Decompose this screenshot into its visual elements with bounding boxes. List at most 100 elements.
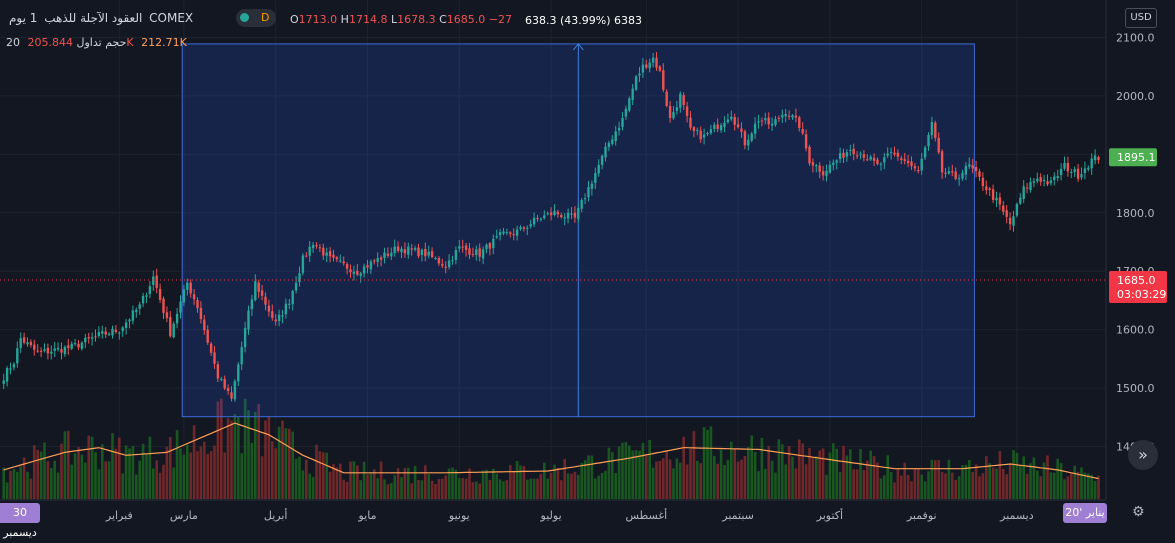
candle-body (604, 146, 607, 158)
candle-body (716, 124, 719, 129)
volume-bar (441, 478, 444, 500)
candle-body (1042, 179, 1046, 181)
volume-bar (1076, 471, 1080, 500)
volume-bar (665, 450, 668, 500)
candle-body (19, 338, 22, 348)
volume-bar (590, 455, 594, 500)
candle-body (910, 161, 913, 167)
volume-bar (427, 474, 430, 500)
candle-body (114, 329, 118, 332)
candle-body (658, 66, 662, 71)
candle-body (947, 171, 951, 174)
change-value: −27 (488, 13, 512, 26)
volume-bar (940, 471, 944, 500)
time-axis[interactable]: فبراير مارس أبريل مايو يونيو يوليو أغسطس سبتمبر… (105, 508, 1034, 522)
candle-body (485, 244, 488, 250)
volume-bar (536, 478, 539, 500)
candle-body (454, 250, 458, 260)
candle-body (913, 166, 917, 169)
candle-body (957, 178, 961, 180)
candle-body (107, 333, 111, 335)
volume-bar (352, 461, 356, 500)
volume-bar (570, 473, 573, 500)
candle-body (577, 207, 580, 219)
candle-body (396, 246, 400, 251)
price-chart[interactable]: 1400.01500.01600.01700.01800.01900.02000… (0, 0, 1175, 527)
volume-bar (356, 465, 359, 500)
volume-bar (781, 444, 784, 500)
open-label: O (290, 13, 299, 26)
volume-bar (1097, 475, 1100, 500)
low-label: L (390, 13, 398, 26)
candle-body (1063, 162, 1066, 169)
candle-body (1002, 205, 1005, 212)
volume-bar (118, 437, 121, 500)
candle-body (403, 249, 407, 254)
gear-icon[interactable]: ⚙ (1132, 504, 1145, 520)
volume-bar (33, 445, 36, 500)
candle-body (434, 258, 437, 260)
volume-bar (481, 470, 485, 500)
volume-bar (1073, 465, 1076, 500)
volume-bar (447, 468, 451, 500)
candle-body (352, 271, 356, 274)
volume-bar (750, 435, 753, 500)
volume-bar (383, 479, 386, 500)
candle-body (1059, 168, 1063, 176)
volume-bar (379, 461, 383, 500)
volume-bar (288, 428, 291, 500)
candle-body (152, 276, 155, 285)
volume-bar (995, 468, 998, 500)
close-label: C (439, 13, 447, 26)
candle-body (668, 106, 672, 118)
candle-body (379, 257, 383, 260)
volume-bar (257, 403, 260, 500)
candle-body (220, 378, 223, 380)
volume-bar (131, 445, 135, 500)
volume-bar (862, 470, 866, 500)
volume-bar (2, 467, 5, 500)
candle-body (655, 57, 658, 68)
candle-body (135, 309, 138, 313)
time-tick-label: مايو (358, 509, 377, 522)
volume-bar (400, 477, 403, 500)
candle-body (971, 165, 974, 169)
volume-bar (192, 425, 196, 500)
candle-body (444, 266, 447, 268)
volume-bar (1093, 480, 1097, 500)
volume-bar (322, 452, 325, 500)
volume-bar (529, 478, 532, 500)
volume-bar (179, 448, 182, 500)
candle-body (838, 153, 842, 159)
volume-bar (359, 480, 362, 500)
volume-bar (223, 452, 226, 500)
volume-bar (515, 460, 519, 500)
candle-body (189, 282, 192, 294)
volume-bar (80, 454, 84, 500)
volume-bar (855, 469, 859, 500)
volume-bar (638, 450, 641, 500)
candle-body (240, 347, 243, 365)
market-status-pill[interactable]: D (236, 9, 276, 27)
scroll-to-realtime-button[interactable]: » (1128, 440, 1158, 470)
candle-body (305, 255, 308, 257)
currency-button[interactable]: USD (1125, 8, 1157, 28)
candle-body (883, 157, 886, 163)
volume-bar (1049, 472, 1053, 500)
candle-body (369, 261, 373, 270)
volume-bar (77, 447, 80, 500)
volume-bar (1042, 462, 1046, 500)
candle-body (638, 73, 641, 76)
volume-bar (903, 462, 906, 500)
volume-bar (5, 482, 9, 500)
candle-body (420, 249, 424, 255)
symbol-title[interactable]: العقود الآجلة للذهب 1 يوم COMEX (6, 11, 193, 25)
volume-bar (1063, 479, 1066, 500)
volume-bar (587, 455, 590, 500)
volume-bar (335, 467, 339, 500)
volume-bar (73, 453, 77, 500)
candle-body (390, 252, 393, 257)
volume-bar (63, 431, 67, 500)
candle-body (906, 160, 910, 164)
volume-bar (512, 470, 515, 500)
